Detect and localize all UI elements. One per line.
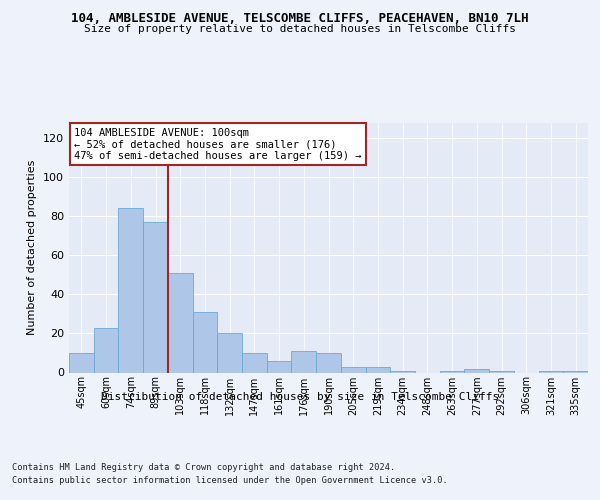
Bar	[94, 328, 118, 372]
Text: Distribution of detached houses by size in Telscombe Cliffs: Distribution of detached houses by size …	[101, 392, 499, 402]
Bar	[118, 208, 143, 372]
Bar	[69, 353, 94, 372]
Bar	[563, 370, 588, 372]
Text: Size of property relative to detached houses in Telscombe Cliffs: Size of property relative to detached ho…	[84, 24, 516, 34]
Text: 104, AMBLESIDE AVENUE, TELSCOMBE CLIFFS, PEACEHAVEN, BN10 7LH: 104, AMBLESIDE AVENUE, TELSCOMBE CLIFFS,…	[71, 12, 529, 26]
Bar	[242, 353, 267, 372]
Bar	[539, 370, 563, 372]
Bar	[464, 368, 489, 372]
Text: 104 AMBLESIDE AVENUE: 100sqm
← 52% of detached houses are smaller (176)
47% of s: 104 AMBLESIDE AVENUE: 100sqm ← 52% of de…	[74, 128, 362, 160]
Bar	[365, 366, 390, 372]
Bar	[168, 273, 193, 372]
Bar	[316, 353, 341, 372]
Bar	[193, 312, 217, 372]
Bar	[489, 370, 514, 372]
Text: Contains HM Land Registry data © Crown copyright and database right 2024.: Contains HM Land Registry data © Crown c…	[12, 462, 395, 471]
Bar	[217, 334, 242, 372]
Y-axis label: Number of detached properties: Number of detached properties	[28, 160, 37, 335]
Bar	[440, 370, 464, 372]
Bar	[267, 361, 292, 372]
Bar	[143, 222, 168, 372]
Text: Contains public sector information licensed under the Open Government Licence v3: Contains public sector information licen…	[12, 476, 448, 485]
Bar	[341, 366, 365, 372]
Bar	[390, 370, 415, 372]
Bar	[292, 351, 316, 372]
